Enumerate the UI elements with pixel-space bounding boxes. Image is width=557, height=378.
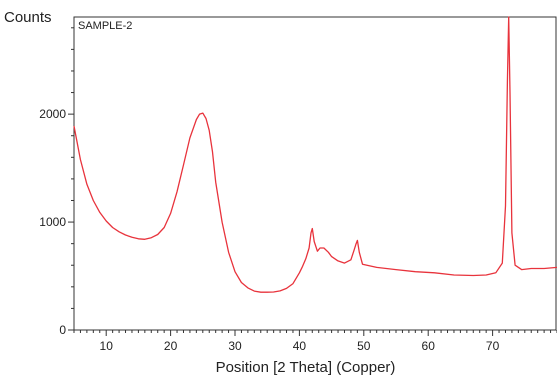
plot-frame bbox=[73, 16, 557, 331]
x-tick-label: 60 bbox=[422, 339, 436, 353]
series-line-sample-2 bbox=[73, 16, 557, 293]
x-tick-label: 10 bbox=[100, 339, 114, 353]
x-tick-label: 40 bbox=[293, 339, 307, 353]
sample-label: SAMPLE-2 bbox=[78, 20, 132, 32]
y-tick-label: 0 bbox=[59, 323, 66, 337]
x-axis-label: Position [2 Theta] (Copper) bbox=[216, 359, 396, 376]
y-tick-label: 1000 bbox=[39, 215, 66, 229]
x-tick-label: 70 bbox=[486, 339, 500, 353]
y-axis: 0 1000 2000 bbox=[39, 27, 74, 337]
y-axis-label: Counts bbox=[4, 9, 52, 26]
x-tick-label: 20 bbox=[164, 339, 178, 353]
x-tick-label: 30 bbox=[228, 339, 242, 353]
x-axis: 10 20 30 40 50 60 70 bbox=[73, 330, 557, 353]
x-tick-label: 50 bbox=[357, 339, 371, 353]
y-tick-label: 2000 bbox=[39, 107, 66, 121]
